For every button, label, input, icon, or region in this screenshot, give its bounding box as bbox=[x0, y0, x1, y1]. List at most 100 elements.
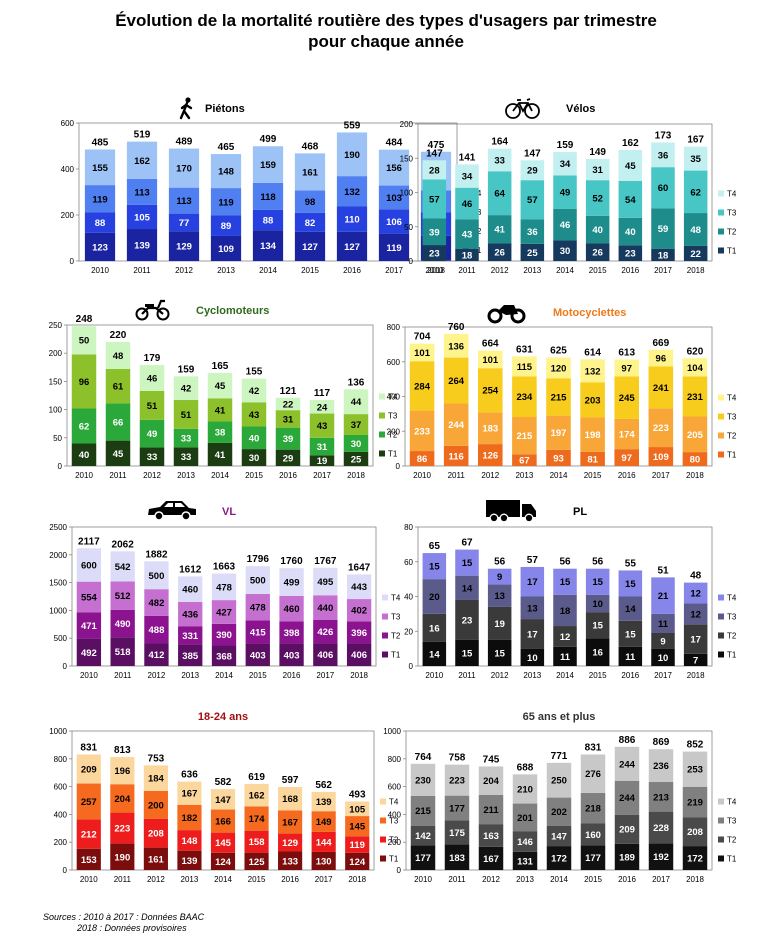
y-tick-label: 20 bbox=[404, 627, 413, 636]
bar-segment bbox=[580, 451, 605, 466]
x-tick-label: 2018 bbox=[348, 875, 366, 884]
bar-segment bbox=[409, 451, 435, 466]
bar-segment bbox=[546, 357, 571, 379]
total-label: 67 bbox=[461, 538, 473, 549]
data-label: 113 bbox=[134, 187, 149, 198]
data-label: 162 bbox=[134, 156, 150, 167]
data-label: 209 bbox=[81, 765, 97, 776]
data-label: 427 bbox=[216, 607, 232, 618]
data-label: 478 bbox=[216, 582, 232, 593]
data-label: 13 bbox=[494, 591, 505, 602]
bar-segment bbox=[345, 836, 370, 853]
data-label: 204 bbox=[114, 794, 131, 805]
data-label: 30 bbox=[351, 439, 362, 450]
y-tick-label: 0 bbox=[409, 257, 414, 266]
bar-segment bbox=[210, 789, 236, 810]
data-label: 175 bbox=[449, 828, 466, 839]
bar-segment bbox=[580, 417, 605, 452]
bar-segment bbox=[346, 599, 372, 622]
bar-segment bbox=[144, 561, 169, 590]
chart-panel: Motocyclettes 0 200 400 600 800 86 233 284 101 704… bbox=[387, 305, 737, 480]
legend-swatch bbox=[718, 817, 724, 824]
bar-segment bbox=[345, 852, 370, 870]
total-label: 2062 bbox=[112, 539, 135, 550]
data-label: 212 bbox=[81, 829, 97, 840]
data-label: 129 bbox=[282, 838, 298, 849]
data-label: 223 bbox=[449, 776, 465, 787]
data-label: 41 bbox=[494, 225, 505, 236]
bar-segment bbox=[110, 812, 135, 844]
data-label: 126 bbox=[482, 451, 498, 462]
total-label: 155 bbox=[246, 367, 263, 378]
bar-segment bbox=[245, 566, 270, 594]
bar-segment bbox=[168, 231, 200, 261]
bar-segment bbox=[422, 179, 447, 219]
data-label: 488 bbox=[149, 625, 165, 636]
data-label: 148 bbox=[182, 836, 198, 847]
bicycle-icon bbox=[505, 98, 540, 119]
data-label: 40 bbox=[79, 450, 90, 461]
data-label: 66 bbox=[113, 418, 124, 429]
data-label: 231 bbox=[687, 392, 704, 403]
bar-segment bbox=[585, 612, 610, 639]
data-label: 127 bbox=[302, 242, 318, 253]
bar-segment bbox=[683, 603, 708, 625]
legend-swatch bbox=[718, 651, 724, 658]
x-tick-label: 2015 bbox=[249, 671, 267, 680]
y-tick-label: 400 bbox=[388, 810, 402, 819]
legend-swatch bbox=[382, 651, 388, 658]
legend-label: T2 bbox=[727, 632, 737, 641]
x-tick-label: 2014 bbox=[556, 671, 574, 680]
legend-swatch bbox=[382, 613, 388, 620]
bar-segment bbox=[512, 417, 537, 455]
sources-line1: Sources : 2010 à 2017 : Données BAAC bbox=[43, 912, 205, 922]
data-label: 88 bbox=[95, 218, 106, 229]
x-tick-label: 2010 bbox=[91, 266, 109, 275]
bar-segment bbox=[553, 152, 577, 176]
data-label: 276 bbox=[585, 769, 601, 780]
bar-segment bbox=[177, 804, 202, 831]
data-label: 177 bbox=[449, 803, 465, 814]
chart-panel: VL 0 500 1000 1500 2000 2500 492 471 554 600 2117 20… bbox=[49, 501, 401, 680]
data-label: 223 bbox=[114, 824, 130, 835]
bar-segment bbox=[546, 825, 572, 847]
data-label: 96 bbox=[79, 377, 90, 388]
data-label: 36 bbox=[658, 150, 669, 161]
data-label: 146 bbox=[517, 837, 533, 848]
bar-segment bbox=[455, 575, 479, 600]
main-title-line2: pour chaque année bbox=[308, 32, 464, 51]
total-label: 1882 bbox=[145, 549, 168, 560]
y-tick-label: 800 bbox=[388, 755, 402, 764]
data-label: 158 bbox=[249, 837, 265, 848]
data-label: 210 bbox=[517, 784, 533, 795]
bar-segment bbox=[210, 235, 242, 261]
data-label: 17 bbox=[690, 635, 701, 646]
bar-segment bbox=[336, 132, 368, 177]
data-label: 190 bbox=[344, 150, 360, 161]
x-tick-label: 2012 bbox=[491, 671, 509, 680]
bar-segment bbox=[105, 368, 131, 404]
data-label: 15 bbox=[462, 558, 473, 569]
data-label: 25 bbox=[527, 248, 538, 259]
data-label: 244 bbox=[619, 759, 636, 770]
bar-segment bbox=[410, 795, 436, 826]
data-label: 45 bbox=[215, 381, 226, 392]
bar-segment bbox=[444, 795, 470, 821]
data-label: 120 bbox=[551, 363, 567, 374]
total-label: 164 bbox=[491, 137, 508, 148]
total-label: 484 bbox=[386, 138, 403, 149]
data-label: 542 bbox=[115, 562, 131, 573]
data-label: 460 bbox=[284, 604, 300, 615]
data-label: 196 bbox=[114, 766, 130, 777]
bar-segment bbox=[478, 846, 504, 870]
bar-segment bbox=[585, 215, 610, 244]
bar-segment bbox=[76, 819, 101, 849]
data-label: 129 bbox=[176, 242, 192, 253]
data-label: 500 bbox=[149, 571, 165, 582]
bar-segment bbox=[422, 613, 447, 642]
data-label: 18 bbox=[560, 606, 571, 617]
data-label: 396 bbox=[351, 628, 367, 639]
data-label: 208 bbox=[687, 827, 703, 838]
data-label: 12 bbox=[690, 589, 701, 600]
